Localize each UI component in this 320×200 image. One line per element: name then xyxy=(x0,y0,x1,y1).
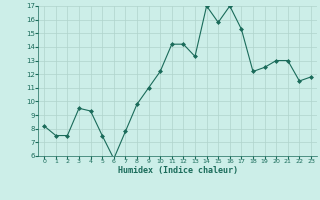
X-axis label: Humidex (Indice chaleur): Humidex (Indice chaleur) xyxy=(118,166,238,175)
